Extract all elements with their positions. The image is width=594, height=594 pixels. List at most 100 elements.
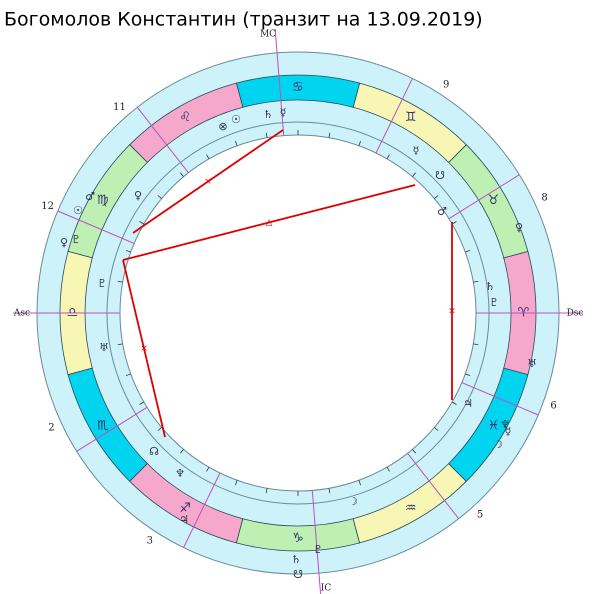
axis-line: [448, 174, 520, 220]
natal-planet: ☊: [149, 445, 159, 458]
house-number: 12: [41, 201, 54, 212]
zodiac-sign: ♐: [179, 501, 191, 516]
natal-planet: ♄: [485, 280, 495, 293]
transit-planet: ☿: [505, 425, 512, 438]
house-number: 9: [443, 79, 449, 90]
transit-planet: ♇: [313, 543, 323, 556]
natal-planet: ☋: [435, 169, 445, 182]
axis-line: [461, 382, 539, 416]
degree-tick: [117, 280, 123, 283]
natal-planet: ☽: [348, 495, 358, 508]
degree-tick: [235, 480, 238, 486]
natal-planet: ⊗: [218, 120, 227, 133]
zodiac-sign: ♌: [179, 110, 191, 125]
house-number: 6: [550, 401, 556, 412]
natal-planet: ♂: [437, 205, 447, 218]
degree-tick: [328, 132, 331, 138]
degree-tick: [465, 250, 471, 253]
house-number: 11: [113, 102, 126, 113]
aspect-symbol: △: [266, 218, 273, 228]
transit-planet: ☋: [293, 568, 303, 581]
degree-tick: [265, 132, 268, 138]
axis-line: [274, 28, 285, 136]
natal-planet: ♅: [99, 341, 109, 354]
degree-tick: [157, 195, 162, 199]
degree-tick: [434, 427, 439, 431]
aspect-symbol: ×: [448, 307, 456, 317]
transit-planet: ♄: [291, 553, 301, 566]
house-number: 8: [541, 193, 547, 204]
degree-tick: [434, 195, 439, 199]
house-number: 3: [147, 536, 153, 547]
transit-planet: ☽: [493, 438, 503, 451]
zodiac-sign: ♉: [487, 193, 499, 208]
title: Богомолов Константин (транзит на 13.09.2…: [4, 9, 483, 31]
transit-planet: ☉: [73, 204, 83, 217]
aspect-symbol: ×: [204, 177, 212, 187]
transit-planet: ♃: [179, 513, 189, 526]
zodiac-sign: ♊: [405, 110, 417, 125]
natal-planet: ♀: [134, 189, 142, 202]
natal-planet: ♃: [463, 397, 473, 410]
dsc-label: Dsc: [567, 309, 584, 319]
degree-tick: [180, 172, 184, 177]
zodiac-sign: ♍: [97, 193, 109, 208]
degree-tick: [139, 401, 145, 405]
degree-tick: [465, 373, 471, 376]
asc-label: Asc: [13, 309, 30, 319]
transit-planet: ♇: [71, 233, 81, 246]
house-number: 2: [48, 422, 54, 433]
degree-tick: [358, 480, 361, 486]
degree-tick: [206, 466, 210, 472]
degree-tick: [451, 401, 457, 405]
axis-line: [57, 210, 135, 244]
natal-planet: ♄: [263, 108, 273, 121]
zodiac-segment: [448, 367, 529, 482]
degree-tick: [157, 427, 162, 431]
ic-label: IC: [321, 584, 332, 594]
natal-planet: ☉: [231, 113, 241, 126]
transit-planet: ♆: [500, 418, 510, 431]
transit-planet: ♀: [515, 221, 523, 234]
degree-tick: [328, 488, 331, 494]
axis-line: [375, 78, 413, 154]
degree-tick: [358, 140, 361, 146]
aspect-line: [132, 129, 284, 234]
zodiac-sign: ♒: [405, 501, 417, 516]
degree-tick: [117, 343, 123, 346]
degree-tick: [412, 449, 416, 454]
degree-tick: [139, 221, 145, 225]
degree-tick: [412, 172, 416, 177]
degree-tick: [180, 449, 184, 454]
natal-planet: ♇: [97, 277, 107, 290]
degree-tick: [206, 154, 210, 160]
natal-planet: ♆: [175, 467, 185, 480]
aspect-symbol: ×: [140, 344, 148, 354]
degree-tick: [473, 343, 479, 346]
degree-tick: [386, 154, 390, 160]
degree-tick: [386, 466, 390, 472]
transit-planet: ♅: [527, 357, 537, 370]
degree-tick: [125, 250, 131, 253]
natal-planet: ☿: [413, 144, 420, 157]
axis-line: [311, 490, 322, 594]
axis-line: [76, 406, 148, 452]
degree-tick: [473, 280, 479, 283]
degree-tick: [235, 140, 238, 146]
natal-planet: ☿: [280, 106, 287, 119]
natal-planet: ♇: [489, 296, 499, 309]
aspect-circle: [119, 134, 477, 492]
aspect-line: [122, 259, 166, 438]
degree-tick: [265, 488, 268, 494]
mc-label: MC: [260, 30, 276, 40]
zodiac-sign: ♏: [97, 418, 109, 433]
axis-line: [136, 107, 189, 174]
transit-planet: ♀: [60, 236, 68, 249]
zodiac-sign: ♋: [292, 80, 304, 95]
zodiac-sign: ♓: [487, 418, 499, 433]
house-number: 5: [477, 510, 483, 521]
axis-line: [183, 472, 221, 548]
axis-line: [407, 452, 460, 519]
degree-tick: [125, 373, 131, 376]
